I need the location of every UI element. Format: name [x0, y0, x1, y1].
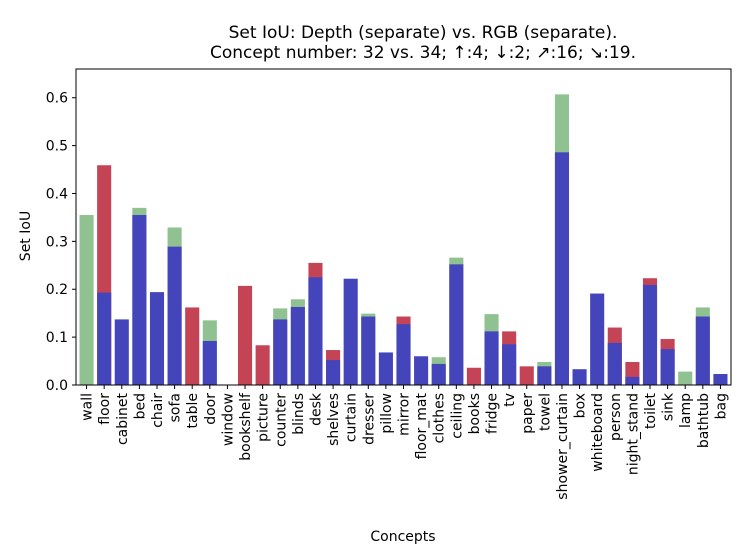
bar-bag-series-blue [713, 373, 728, 385]
x-tick-label-night_stand: night_stand [625, 393, 641, 475]
x-tick-label-bathtub: bathtub [696, 393, 712, 448]
y-tick-label: 0.5 [46, 139, 68, 155]
bar-wall-series-green [79, 215, 94, 385]
bar-night_stand-series-blue [625, 376, 640, 385]
x-tick-label-bag: bag [713, 393, 729, 419]
bar-tv-series-blue [502, 344, 517, 385]
bar-blinds-series-blue [290, 306, 305, 385]
bar-desk-series-blue [308, 277, 323, 385]
bar-bathtub-series-blue [695, 316, 710, 385]
bar-fridge-series-blue [484, 331, 499, 385]
x-tick-label-pillow: pillow [379, 393, 395, 434]
x-tick-label-whiteboard: whiteboard [590, 393, 606, 472]
bar-lamp-series-green [678, 371, 693, 385]
bar-table-series-red [185, 307, 200, 385]
x-tick-label-chair: chair [150, 393, 166, 428]
bar-picture-series-red [255, 345, 270, 385]
bar-paper-series-red [519, 366, 534, 385]
x-tick-label-fridge: fridge [485, 393, 501, 434]
bar-bed-series-blue [132, 215, 147, 385]
bar-chair-series-blue [149, 292, 165, 385]
x-tick-label-picture: picture [256, 393, 272, 442]
x-tick-label-toilet: toilet [643, 392, 659, 428]
x-tick-label-counter: counter [273, 393, 289, 447]
x-tick-label-bed: bed [132, 393, 148, 419]
chart-title: Set IoU: Depth (separate) vs. RGB (separ… [210, 23, 636, 63]
y-axis-label: Set IoU [18, 211, 34, 261]
x-tick-label-cabinet: cabinet [115, 392, 131, 445]
bar-mirror-series-blue [396, 324, 411, 385]
x-tick-label-blinds: blinds [291, 393, 307, 435]
x-tick-label-wall: wall [80, 393, 96, 421]
x-tick-label-curtain: curtain [344, 393, 360, 442]
bar-pillow-series-blue [378, 352, 393, 385]
bar-sofa-series-blue [167, 246, 182, 385]
chart-title-line-1: Set IoU: Depth (separate) vs. RGB (separ… [229, 23, 618, 43]
x-tick-label-clothes: clothes [432, 393, 448, 443]
bar-towel-series-blue [537, 366, 552, 385]
y-tick-label: 0.3 [46, 234, 68, 250]
bar-floor-series-blue [97, 292, 112, 385]
bar-shower_curtain-series-blue [554, 152, 570, 385]
y-axis-ticks: 0.0 0.1 0.2 0.3 0.4 0.5 0.6 [46, 91, 76, 394]
bar-cabinet-series-blue [114, 319, 129, 385]
y-tick-label: 0.4 [46, 186, 68, 202]
x-tick-label-lamp: lamp [678, 393, 694, 428]
bar-group [79, 94, 728, 385]
x-tick-label-books: books [467, 393, 483, 434]
x-tick-label-paper: paper [520, 393, 536, 434]
x-tick-label-table: table [185, 393, 201, 428]
x-tick-label-box: box [573, 393, 589, 418]
x-tick-label-floor: floor [97, 393, 113, 425]
bar-box-series-blue [572, 369, 587, 385]
bar-shelves-series-blue [326, 360, 341, 385]
x-tick-label-tv: tv [502, 393, 518, 407]
bar-sink-series-blue [660, 349, 675, 385]
x-tick-label-ceiling: ceiling [449, 393, 465, 439]
x-tick-label-person: person [608, 393, 624, 441]
y-tick-label: 0.6 [46, 91, 68, 107]
bar-ceiling-series-blue [449, 264, 464, 385]
x-tick-label-sofa: sofa [168, 393, 184, 422]
bar-clothes-series-blue [431, 363, 446, 385]
x-tick-label-shelves: shelves [326, 393, 342, 446]
x-tick-label-window: window [220, 393, 236, 446]
chart-title-line-2: Concept number: 32 vs. 34; ↑:4; ↓:2; ↗:1… [210, 43, 636, 63]
y-tick-label: 0.2 [46, 282, 68, 298]
x-tick-label-sink: sink [661, 392, 677, 421]
x-tick-label-desk: desk [308, 392, 324, 426]
bar-curtain-series-blue [343, 278, 358, 385]
bar-counter-series-blue [273, 319, 288, 385]
x-tick-label-shower_curtain: shower_curtain [555, 393, 571, 500]
bar-books-series-red [466, 367, 481, 385]
bar-person-series-blue [607, 342, 622, 385]
x-tick-label-dresser: dresser [361, 393, 377, 445]
bar-whiteboard-series-blue [590, 293, 605, 385]
bar-door-series-blue [202, 340, 217, 385]
x-tick-label-mirror: mirror [397, 393, 413, 436]
x-tick-label-floor_mat: floor_mat [414, 393, 430, 460]
x-tick-label-bookshelf: bookshelf [238, 392, 254, 461]
bar-bookshelf-series-red [237, 285, 253, 385]
bar-dresser-series-blue [361, 316, 376, 385]
x-axis-ticks: wall floor cabinet bed chair sofa table door win… [80, 385, 729, 500]
y-tick-label: 0.1 [46, 330, 68, 346]
bar-floor_mat-series-blue [414, 356, 429, 385]
x-tick-label-towel: towel [537, 393, 553, 431]
y-tick-label: 0.0 [46, 378, 68, 394]
bar-toilet-series-blue [642, 284, 658, 385]
x-tick-label-door: door [203, 393, 219, 425]
x-axis-label: Concepts [370, 529, 435, 545]
